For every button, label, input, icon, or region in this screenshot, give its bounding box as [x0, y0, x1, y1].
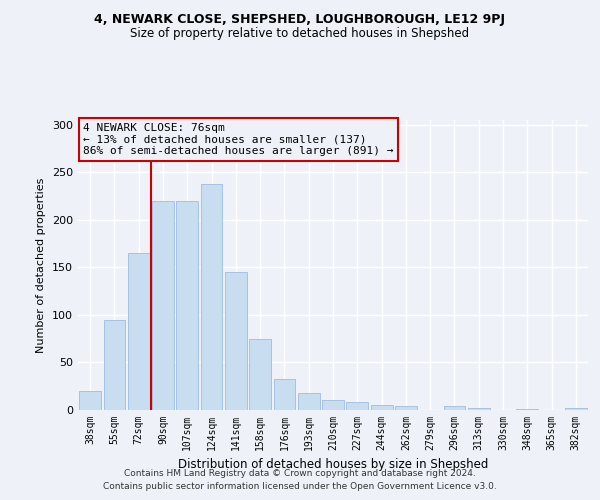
- Text: 4 NEWARK CLOSE: 76sqm
← 13% of detached houses are smaller (137)
86% of semi-det: 4 NEWARK CLOSE: 76sqm ← 13% of detached …: [83, 123, 394, 156]
- Bar: [371, 405, 392, 410]
- Bar: [274, 378, 295, 410]
- Bar: [322, 400, 344, 410]
- Bar: [225, 272, 247, 410]
- Y-axis label: Number of detached properties: Number of detached properties: [37, 178, 46, 352]
- Text: Contains public sector information licensed under the Open Government Licence v3: Contains public sector information licen…: [103, 482, 497, 491]
- Bar: [176, 201, 198, 410]
- Bar: [565, 408, 587, 410]
- Bar: [346, 402, 368, 410]
- Bar: [200, 184, 223, 410]
- Bar: [443, 406, 466, 410]
- Bar: [517, 409, 538, 410]
- Text: Contains HM Land Registry data © Crown copyright and database right 2024.: Contains HM Land Registry data © Crown c…: [124, 468, 476, 477]
- Bar: [298, 393, 320, 410]
- Text: Size of property relative to detached houses in Shepshed: Size of property relative to detached ho…: [130, 28, 470, 40]
- Bar: [128, 253, 149, 410]
- Bar: [395, 406, 417, 410]
- Bar: [79, 391, 101, 410]
- Bar: [468, 408, 490, 410]
- X-axis label: Distribution of detached houses by size in Shepshed: Distribution of detached houses by size …: [178, 458, 488, 471]
- Bar: [152, 201, 174, 410]
- Bar: [249, 338, 271, 410]
- Bar: [104, 320, 125, 410]
- Text: 4, NEWARK CLOSE, SHEPSHED, LOUGHBOROUGH, LE12 9PJ: 4, NEWARK CLOSE, SHEPSHED, LOUGHBOROUGH,…: [95, 12, 505, 26]
